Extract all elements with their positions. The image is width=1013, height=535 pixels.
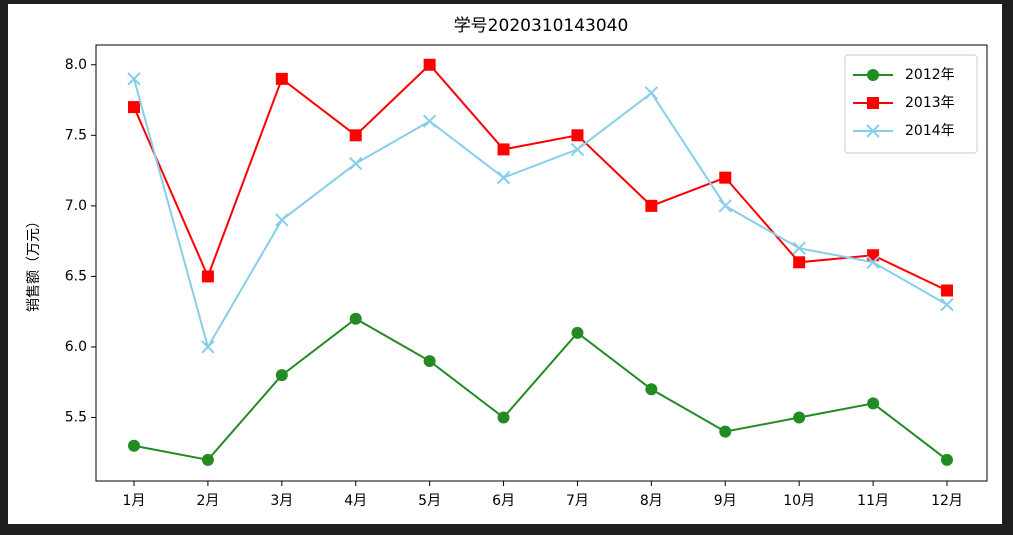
x-tick-label: 6月: [492, 493, 515, 509]
legend-label: 2012年: [905, 67, 955, 83]
marker: [423, 58, 436, 71]
series: [128, 312, 953, 466]
legend-label: 2013年: [905, 95, 955, 111]
marker: [275, 369, 288, 382]
legend-box: [844, 54, 978, 154]
x-tick-label: 5月: [418, 493, 441, 509]
marker: [201, 270, 214, 283]
x-tick-label: 9月: [714, 493, 737, 509]
marker: [793, 256, 806, 269]
x-tick-label: 8月: [640, 493, 663, 509]
y-tick-label: 7.5: [65, 127, 87, 143]
marker: [793, 411, 806, 424]
line: [133, 317, 948, 461]
marker: [201, 340, 215, 354]
plot-frame: [95, 44, 988, 482]
chart-title: 学号2020310143040: [454, 16, 629, 36]
marker: [128, 101, 140, 114]
x-tick-label: 7月: [566, 493, 589, 509]
marker: [719, 425, 732, 438]
marker: [201, 453, 214, 466]
marker: [497, 411, 510, 424]
marker: [792, 241, 806, 255]
marker: [645, 199, 658, 212]
marker: [644, 86, 659, 100]
figure-background: [8, 4, 1002, 524]
marker: [275, 213, 289, 227]
series: [128, 58, 953, 297]
marker: [496, 170, 511, 185]
y-tick-label: 6.5: [65, 268, 87, 284]
legend-label: 2014年: [905, 123, 955, 139]
marker: [497, 143, 510, 156]
marker: [866, 124, 880, 138]
series: [127, 72, 954, 354]
x-tick-label: 4月: [344, 493, 367, 509]
marker: [645, 383, 658, 396]
marker: [423, 355, 436, 368]
marker: [127, 72, 141, 86]
x-tick-label: 10月: [783, 493, 815, 509]
x-tick-label: 2月: [196, 493, 219, 509]
marker: [349, 312, 362, 325]
x-tick-label: 3月: [270, 493, 293, 509]
y-tick-label: 5.5: [65, 410, 87, 426]
marker: [422, 114, 437, 128]
y-axis-label: 销售额（万元）: [26, 214, 42, 312]
marker: [349, 156, 363, 171]
marker: [940, 297, 954, 312]
marker: [275, 72, 288, 85]
marker: [570, 142, 585, 157]
legend: 2012年 2013年 2014年: [844, 54, 978, 154]
marker: [867, 97, 879, 109]
marker: [571, 326, 584, 339]
line: [133, 78, 948, 350]
line: [133, 63, 948, 292]
marker: [866, 255, 880, 270]
marker: [867, 69, 879, 81]
marker: [571, 129, 584, 142]
marker: [128, 439, 140, 452]
y-tick-label: 6.0: [65, 339, 87, 355]
y-tick-label: 7.0: [65, 198, 87, 214]
x-tick-label: 12月: [931, 493, 963, 509]
marker: [718, 199, 732, 213]
marker: [941, 453, 953, 466]
marker: [941, 284, 953, 297]
marker: [719, 171, 732, 184]
y-tick-label: 8.0: [65, 57, 87, 73]
x-tick-label: 11月: [857, 493, 889, 509]
marker: [349, 129, 362, 142]
marker: [867, 397, 880, 410]
x-tick-label: 1月: [123, 493, 146, 509]
